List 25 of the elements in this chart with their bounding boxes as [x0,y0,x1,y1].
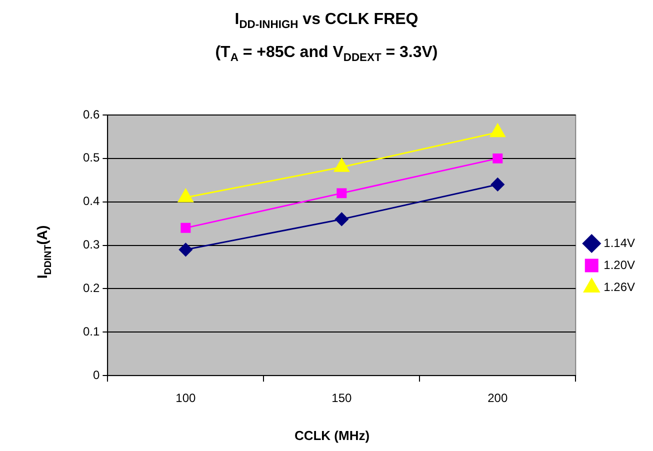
point [334,212,348,226]
legend-label: 1.26V [604,280,635,294]
point [336,188,347,198]
point [490,178,504,192]
point [492,153,503,164]
legend-label: 1.14V [604,236,635,250]
legend-label: 1.20V [604,258,635,272]
y-tick-label: 0.3 [82,238,100,252]
y-tick-label: 0.5 [82,150,100,165]
point [180,222,191,233]
y-tick-label: 0.2 [82,281,100,296]
x-tick-label: 100 [176,391,196,406]
y-tick-label: 0.4 [82,194,100,208]
point [334,158,350,172]
point [490,124,506,138]
x-axis-title: CCLK (MHz) [293,428,371,443]
chart-title: I$_{DD-INHIGH}$ vs CCLK FREQ [234,10,420,34]
y-tick-label: 0.1 [82,324,100,338]
point [178,188,194,202]
x-tick-label: 200 [488,391,508,406]
point [178,242,192,256]
y-tick-label: 0.6 [82,107,100,122]
y-tick-label: 0 [92,368,100,382]
x-tick-label: 150 [332,391,352,406]
chart-subtitle: (T$_{A}$ = +85C and V$_{DDEXT}$ = 3.3V) [214,43,439,66]
